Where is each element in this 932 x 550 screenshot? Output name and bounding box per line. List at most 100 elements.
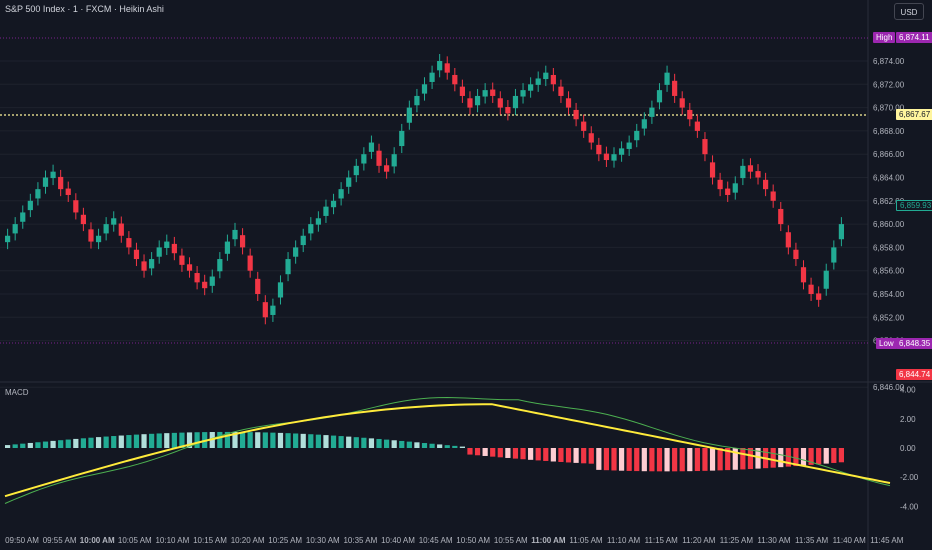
time-tick-label: 10:15 AM [193,536,227,545]
candle-body [384,165,390,172]
macd-histogram-bar [285,433,291,448]
time-tick-label: 10:30 AM [306,536,340,545]
candle-body [687,109,693,120]
time-tick-label: 10:40 AM [381,536,415,545]
macd-histogram-bar [65,439,71,448]
macd-histogram-bar [474,448,481,456]
macd-histogram-bar [770,448,776,468]
macd-value-tag: 6,844.74 [896,369,932,380]
candle-body [755,171,761,178]
macd-histogram-bar [346,436,352,448]
macd-histogram-bar [437,444,443,448]
currency-button[interactable]: USD [894,3,924,20]
time-tick-label: 11:45 AM [870,536,904,545]
macd-histogram-bar [95,437,102,448]
macd-histogram-bar [702,448,708,471]
candle-body [816,293,822,300]
macd-histogram-bar [247,432,253,448]
candle-body [133,249,140,260]
low-label-tag: Low [876,338,897,349]
time-tick-label: 10:05 AM [118,536,152,545]
macd-histogram-bar [149,433,155,448]
macd-histogram-bar [5,445,11,448]
macd-histogram-bar [270,432,276,448]
time-tick-label: 10:25 AM [268,536,302,545]
macd-histogram-bar [816,448,822,465]
candle-body [95,235,102,243]
candle-body [164,241,170,248]
candle-body [421,84,428,94]
macd-histogram-bar [528,448,534,460]
time-tick-label: 10:20 AM [231,536,265,545]
candle-body [186,264,193,271]
macd-histogram-bar [42,441,49,448]
time-tick-label: 11:00 AM [531,536,566,545]
time-tick-label: 11:30 AM [757,536,791,545]
price-tick-label: 6,868.00 [873,127,905,136]
macd-histogram-bar [634,448,640,472]
time-tick-label: 11:05 AM [569,536,603,545]
candle-body [368,142,375,152]
candle-body [543,72,549,80]
macd-histogram-bar [133,434,140,448]
macd-histogram-bar [103,436,109,448]
macd-histogram-bar [649,448,655,472]
macd-histogram-bar [391,440,397,448]
candle-body [330,200,337,208]
macd-histogram-bar [452,445,458,448]
price-tick-label: 6,872.00 [873,80,905,89]
candle-body [831,247,837,263]
candle-body [224,241,231,254]
macd-histogram-bar [50,440,56,448]
macd-histogram-bar [35,442,41,448]
candle-body [27,200,33,211]
macd-histogram-bar [785,448,791,467]
macd-histogram-bar [588,448,594,464]
candle-body [596,144,602,155]
macd-histogram-bar [111,436,117,448]
candle-body [315,218,321,225]
macd-histogram-bar [800,448,807,466]
macd-histogram-bar [300,433,306,448]
macd-histogram-bar [459,446,465,448]
macd-histogram-bar [399,440,405,448]
candle-body [482,90,488,97]
macd-histogram-bar [293,433,299,448]
macd-histogram-bar [641,448,647,472]
macd-histogram-bar [414,442,420,448]
candle-body [672,80,678,96]
macd-histogram-bar [186,432,193,448]
macd-histogram-bar [543,448,549,461]
candle-body [793,249,799,260]
time-tick-label: 09:55 AM [43,536,77,545]
macd-histogram-bar [512,448,519,459]
candle-body [118,223,124,236]
time-tick-label: 10:00 AM [80,536,115,545]
macd-histogram-bar [535,448,541,461]
candle-body [634,130,640,141]
macd-histogram-bar [338,436,344,448]
price-tick-label: 6,866.00 [873,150,905,159]
candle-body [618,148,625,155]
macd-histogram-bar [656,448,663,472]
time-tick-label: 11:25 AM [720,536,754,545]
macd-histogram-bar [755,448,761,469]
candle-body [171,243,177,254]
candle-body [725,188,731,195]
macd-histogram-bar [558,448,564,462]
candle-body [88,229,94,242]
macd-histogram-bar [88,437,94,448]
macd-histogram-bar [626,448,632,471]
macd-histogram-bar [679,448,685,472]
macd-histogram-bar [73,438,79,448]
candle-body [58,176,64,190]
candle-body [149,259,155,269]
macd-histogram-bar [323,435,329,448]
time-tick-label: 11:40 AM [833,536,867,545]
macd-histogram-bar [330,435,337,448]
candle-body [239,235,246,248]
candle-body [838,224,844,240]
macd-tick-label: 0.00 [900,444,916,453]
candle-body [80,214,86,225]
